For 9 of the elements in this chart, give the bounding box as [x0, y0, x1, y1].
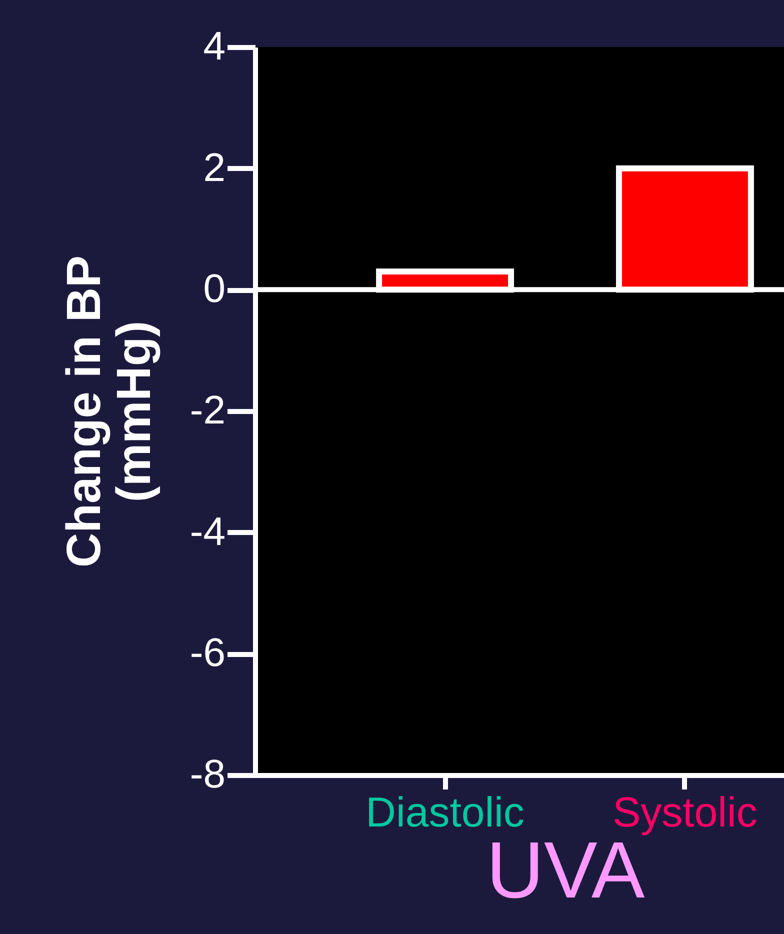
y-tick-label: 2	[203, 146, 226, 190]
y-tick-label: 4	[203, 24, 226, 68]
y-tick-label: -2	[190, 388, 226, 432]
x-tick-label: Diastolic	[366, 788, 524, 836]
y-tick-label: -6	[190, 631, 226, 676]
y-axis-title: Change in BP (mmHg)	[58, 255, 161, 568]
y-tick-label: -4	[190, 510, 226, 554]
y-tick-label: 0	[203, 267, 226, 312]
y-tick-label: -8	[190, 752, 226, 796]
